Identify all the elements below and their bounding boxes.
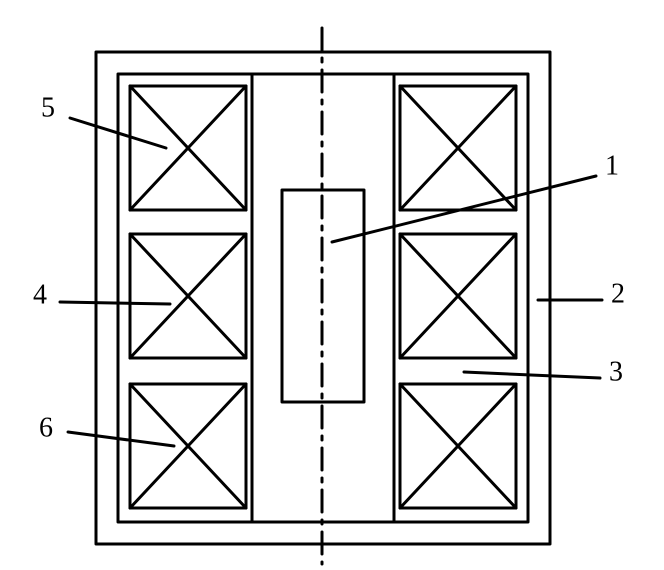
coil-left-1 — [130, 86, 246, 210]
coil-right-2 — [400, 234, 516, 358]
leader-line-3 — [464, 372, 600, 378]
coil-right-1 — [400, 86, 516, 210]
label-1: 1 — [332, 150, 619, 242]
label-4: 4 — [33, 279, 170, 310]
label-text-4: 4 — [33, 279, 47, 310]
leader-line-4 — [60, 302, 170, 304]
label-text-1: 1 — [605, 150, 619, 181]
label-6: 6 — [39, 412, 174, 446]
label-text-2: 2 — [611, 278, 625, 309]
leader-line-1 — [332, 176, 596, 242]
label-text-3: 3 — [609, 356, 623, 387]
coil-left-3 — [130, 384, 246, 508]
label-text-6: 6 — [39, 412, 53, 443]
coil-left-2 — [130, 234, 246, 358]
label-5: 5 — [41, 92, 166, 148]
coil-right-3 — [400, 384, 516, 508]
label-text-5: 5 — [41, 92, 55, 123]
leader-line-6 — [68, 432, 174, 446]
